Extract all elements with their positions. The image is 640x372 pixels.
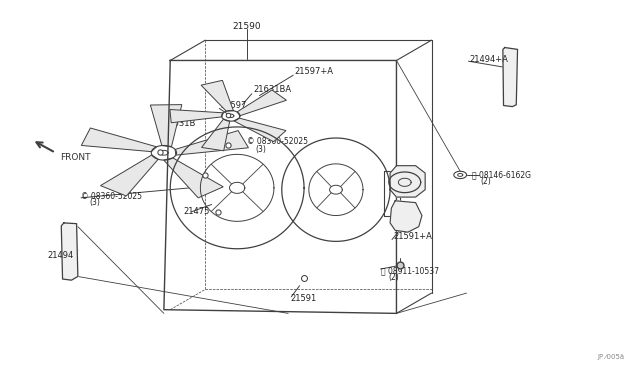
- Text: 21590: 21590: [232, 22, 261, 31]
- Polygon shape: [164, 158, 223, 198]
- Text: 21494+A: 21494+A: [470, 55, 509, 64]
- Polygon shape: [175, 131, 248, 155]
- Text: Ⓑ 08146-6162G: Ⓑ 08146-6162G: [472, 170, 531, 179]
- Text: 21597+A: 21597+A: [294, 67, 333, 76]
- Text: 21475: 21475: [183, 206, 209, 216]
- Text: (2): (2): [480, 177, 491, 186]
- Polygon shape: [503, 48, 518, 107]
- Polygon shape: [150, 105, 182, 147]
- Text: 21631BA: 21631BA: [253, 85, 291, 94]
- Text: FRONT: FRONT: [60, 153, 90, 162]
- Text: (2): (2): [389, 273, 399, 282]
- Polygon shape: [234, 118, 286, 142]
- Text: © 08360-52025: © 08360-52025: [246, 137, 308, 146]
- Polygon shape: [237, 90, 287, 116]
- Text: © 08360-52025: © 08360-52025: [81, 192, 142, 201]
- Polygon shape: [390, 166, 425, 197]
- Text: ⓝ 08911-10537: ⓝ 08911-10537: [381, 266, 438, 275]
- Text: JP ⁄005ä: JP ⁄005ä: [598, 354, 625, 360]
- Text: (3): (3): [255, 145, 266, 154]
- Polygon shape: [61, 223, 78, 280]
- Text: 21475M: 21475M: [394, 179, 427, 187]
- Polygon shape: [202, 119, 230, 151]
- Text: 21591: 21591: [290, 294, 316, 303]
- Text: 21631B: 21631B: [164, 119, 196, 128]
- Text: 21591+A: 21591+A: [394, 232, 432, 241]
- Text: 21494: 21494: [47, 251, 74, 260]
- Polygon shape: [100, 155, 158, 196]
- Polygon shape: [390, 201, 422, 232]
- Polygon shape: [170, 109, 223, 123]
- Text: (3): (3): [90, 199, 100, 208]
- Polygon shape: [81, 128, 157, 152]
- Polygon shape: [201, 80, 234, 111]
- Text: 21597: 21597: [220, 101, 246, 110]
